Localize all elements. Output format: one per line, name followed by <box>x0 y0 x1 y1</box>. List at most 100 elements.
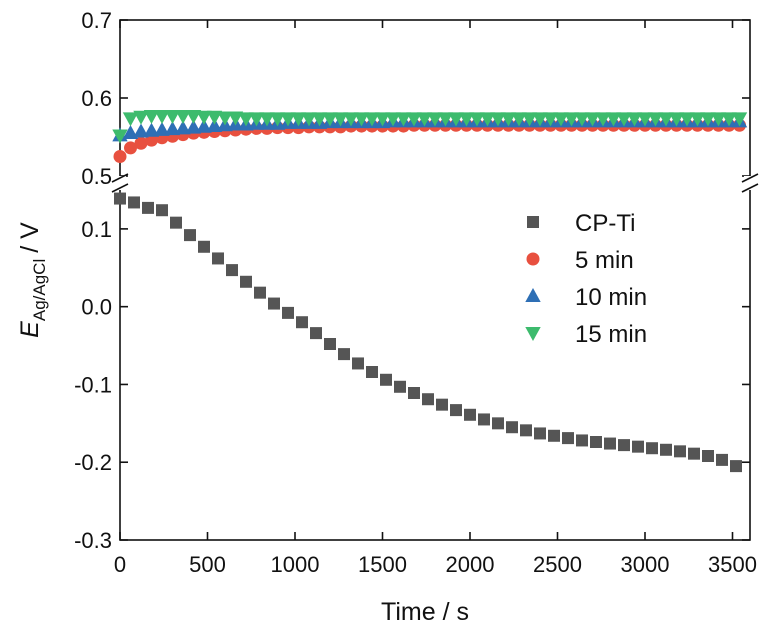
data-point <box>511 112 527 127</box>
legend-label: 10 min <box>575 284 647 311</box>
y-tick-label: 0.0 <box>81 295 112 320</box>
data-point <box>280 112 296 127</box>
legend-marker <box>525 287 541 302</box>
data-point <box>562 432 574 445</box>
data-point <box>604 437 616 450</box>
data-point <box>553 112 569 127</box>
data-point <box>721 112 737 127</box>
y-tick-label: 0.5 <box>81 164 112 189</box>
plot-frame <box>119 19 751 541</box>
y-tick-label: 0.7 <box>81 8 112 33</box>
data-point <box>226 264 238 277</box>
data-point <box>668 112 685 127</box>
data-point <box>406 112 422 127</box>
data-point <box>688 447 700 460</box>
data-point <box>364 112 380 127</box>
data-point <box>408 387 420 399</box>
data-point <box>395 112 412 127</box>
y-axis-title-unit: / V <box>16 222 44 253</box>
data-point <box>427 112 443 127</box>
data-point <box>134 136 148 150</box>
data-point <box>282 306 294 319</box>
data-point <box>301 112 317 127</box>
data-point <box>416 112 433 127</box>
data-point <box>492 417 504 430</box>
data-point <box>206 110 223 125</box>
y-tick-label: -0.3 <box>74 528 112 553</box>
series-layer <box>112 109 748 473</box>
data-point <box>175 120 191 135</box>
data-point <box>521 112 538 127</box>
data-point <box>184 229 196 242</box>
data-point <box>479 112 496 127</box>
data-point <box>254 286 266 299</box>
legend-label: 15 min <box>575 321 647 348</box>
axis-layer: 0 500 1000 1500 2000 2500 3000 3500 -0.3 -0.2 -0.1… <box>74 8 757 577</box>
x-tick-label: 2500 <box>533 552 582 577</box>
legend-marker <box>527 216 539 228</box>
data-point <box>500 112 517 127</box>
y-axis-title-subscript: Ag/AgCl <box>30 259 49 321</box>
data-point <box>227 111 244 126</box>
y-tick-label: 0.6 <box>81 86 112 111</box>
data-point <box>385 112 401 127</box>
data-point <box>490 112 506 127</box>
data-point <box>702 450 714 462</box>
data-point <box>164 109 181 124</box>
data-point <box>574 112 590 127</box>
data-point <box>143 109 160 124</box>
data-point <box>548 429 560 442</box>
series-cp-ti <box>114 192 742 473</box>
data-point <box>616 112 632 127</box>
data-point <box>185 119 202 134</box>
y-tick-label: 0.1 <box>81 217 112 242</box>
data-point <box>311 112 328 127</box>
data-point <box>730 460 742 473</box>
data-point <box>122 125 139 140</box>
data-point <box>731 112 748 127</box>
x-tick-label: 2000 <box>446 552 495 577</box>
data-point <box>576 434 588 447</box>
data-point <box>175 109 191 124</box>
data-point <box>185 109 202 124</box>
data-point <box>310 327 322 340</box>
data-point <box>324 338 336 350</box>
axis-break-mark-right <box>741 173 759 193</box>
x-axis-title: Time / s <box>381 598 469 626</box>
data-point <box>122 112 139 127</box>
y-axis-title-symbol: E <box>16 321 44 338</box>
data-point <box>124 141 137 155</box>
y-tick-label: -0.1 <box>74 372 112 397</box>
data-point <box>196 110 212 125</box>
data-point <box>584 112 601 127</box>
data-point <box>520 424 532 437</box>
data-point <box>563 112 580 127</box>
data-point <box>343 112 359 127</box>
data-point <box>240 275 252 288</box>
data-point <box>605 112 622 127</box>
data-point <box>269 112 286 127</box>
data-point <box>448 112 464 127</box>
data-point <box>206 118 223 133</box>
data-point <box>458 112 475 127</box>
data-point <box>716 453 728 466</box>
axis-break <box>111 173 759 193</box>
axis-break-mark-left <box>111 173 129 193</box>
data-point <box>353 112 370 127</box>
x-tick-label: 500 <box>189 552 226 577</box>
data-point <box>296 316 308 329</box>
data-point <box>380 373 392 386</box>
data-point <box>154 121 170 136</box>
x-tick-label: 3000 <box>621 552 670 577</box>
data-point <box>196 118 212 133</box>
data-point <box>322 112 338 127</box>
data-point <box>113 150 127 163</box>
data-point <box>590 436 602 448</box>
data-point <box>170 216 182 229</box>
data-point <box>532 112 548 127</box>
data-point <box>437 112 454 127</box>
data-point <box>534 427 546 440</box>
x-tick-label: 0 <box>114 552 126 577</box>
legend-marker <box>526 252 540 266</box>
